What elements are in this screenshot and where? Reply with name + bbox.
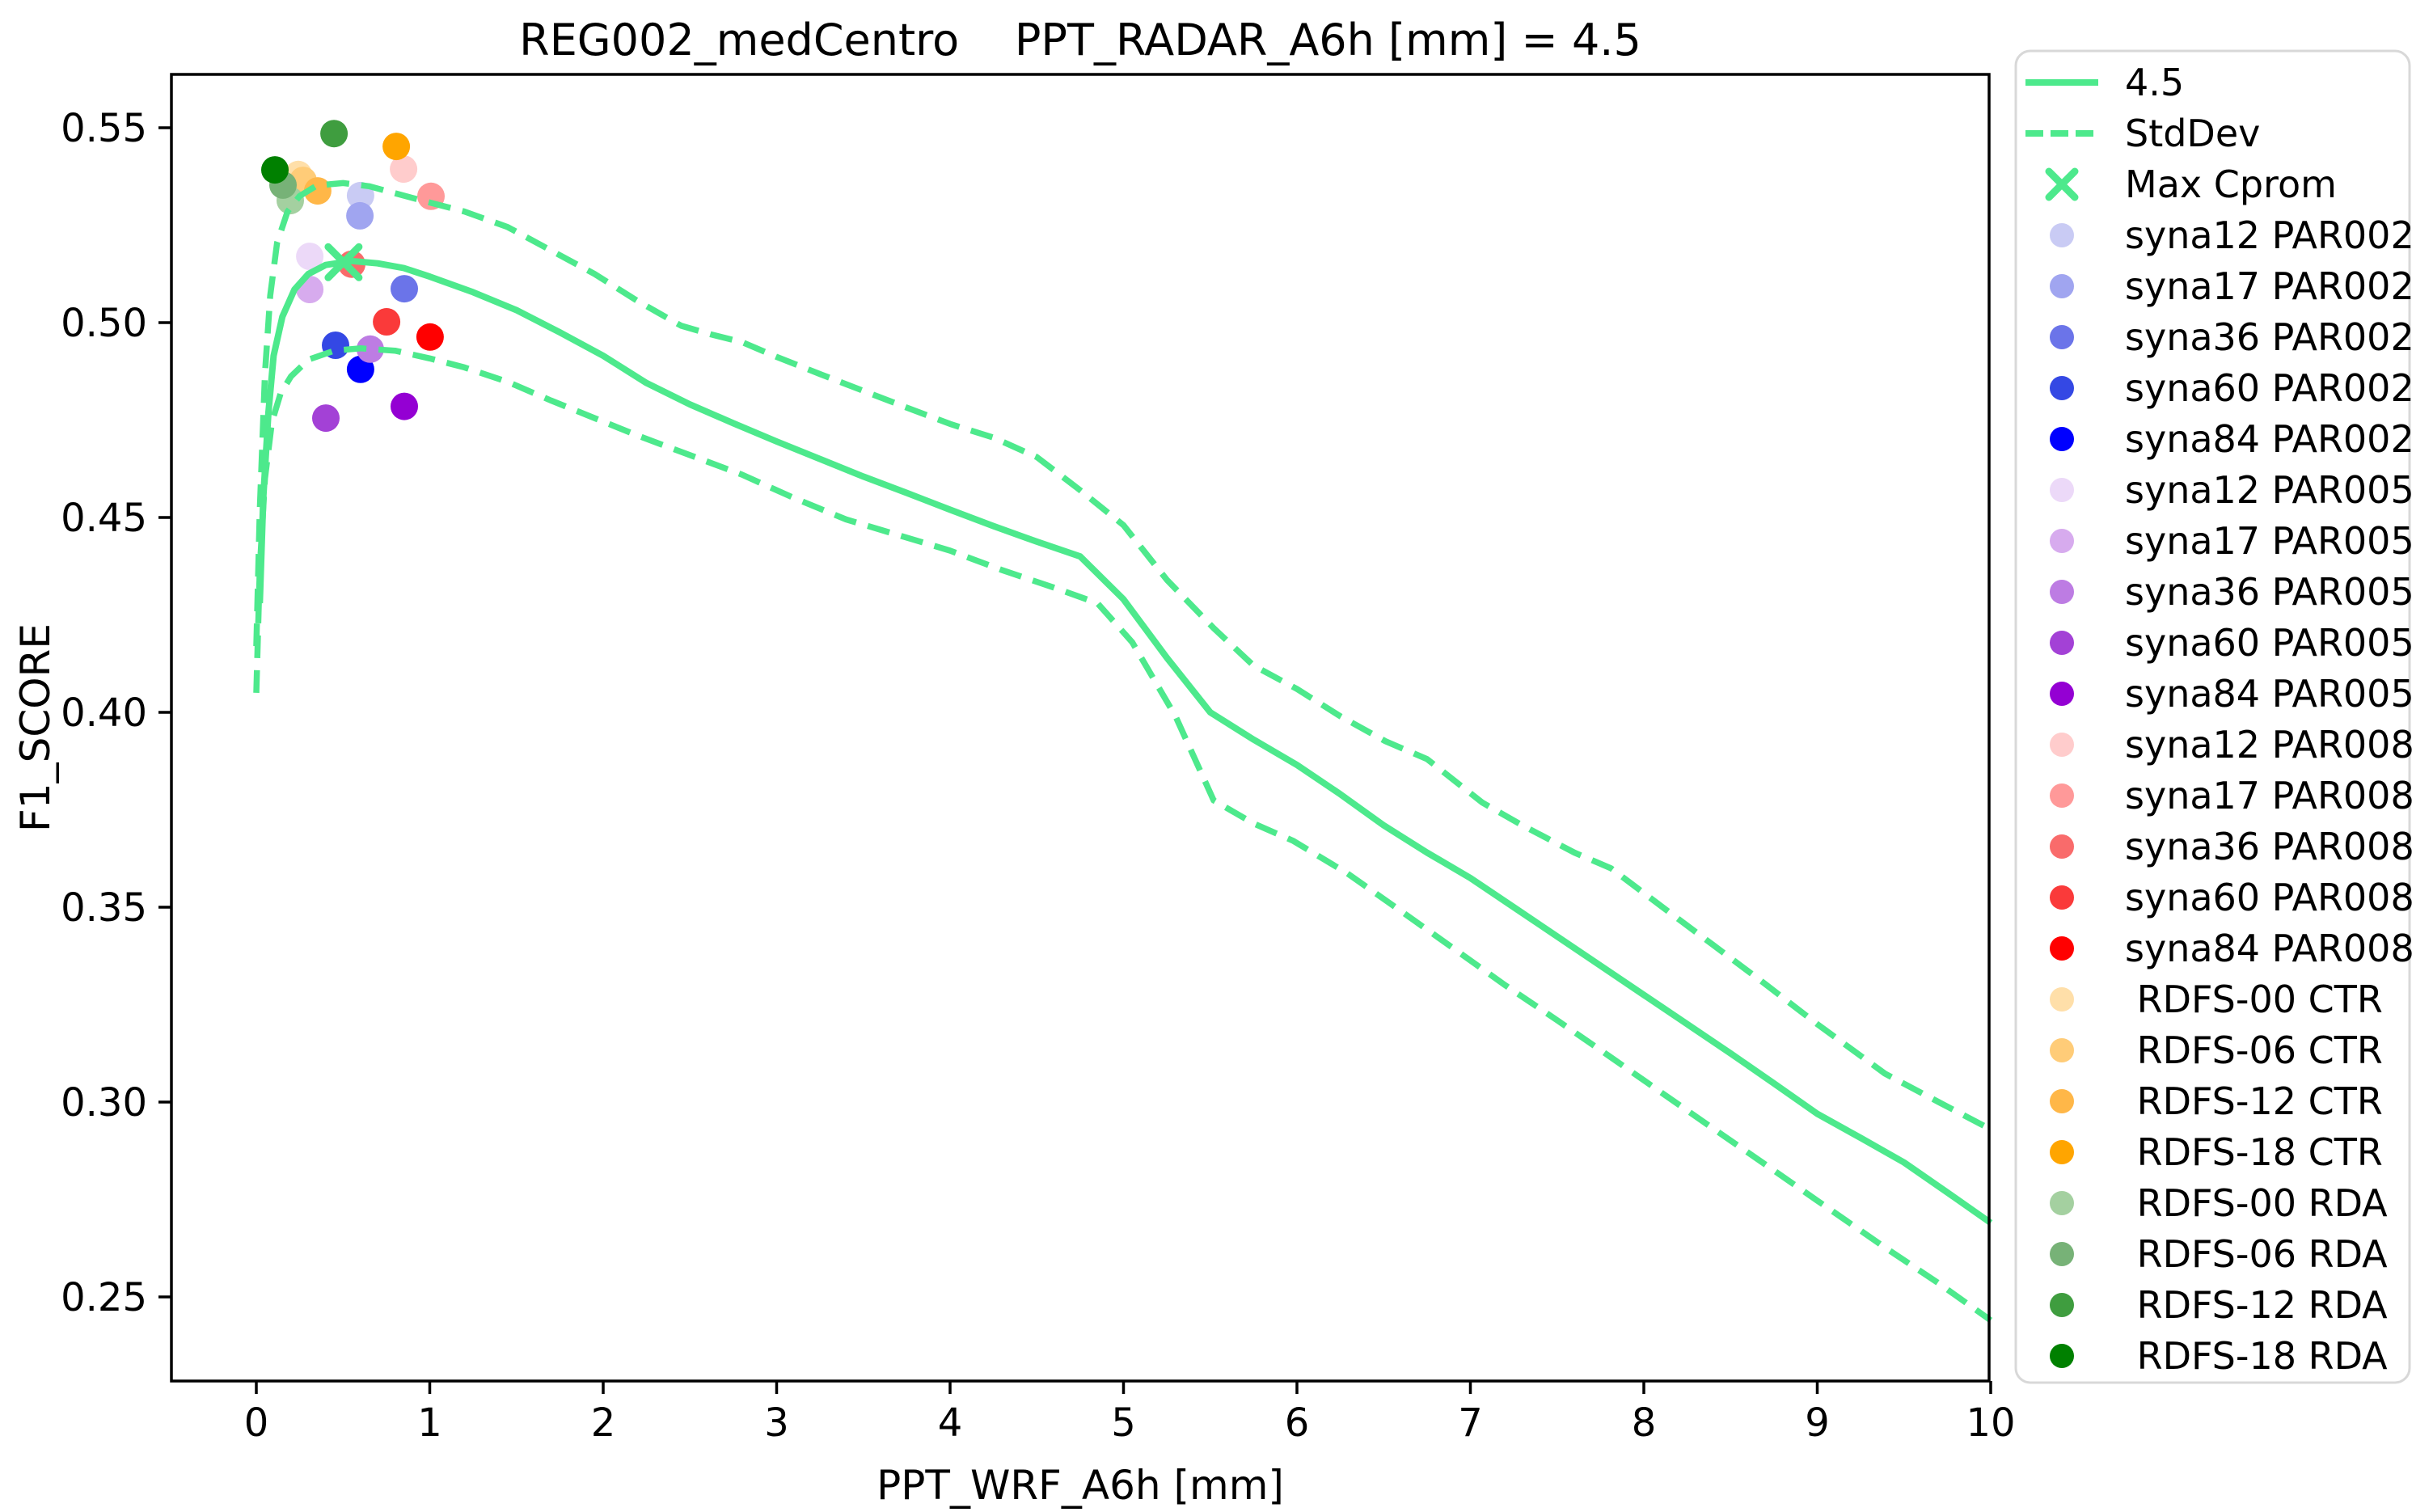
legend-label: RDFS-18 CTR	[2125, 1130, 2383, 1174]
legend-dot-marker	[2050, 529, 2074, 553]
legend-label: RDFS-12 RDA	[2125, 1283, 2388, 1327]
scatter-point-syna12-par008	[390, 155, 418, 184]
x-tick-label: 7	[1458, 1400, 1483, 1446]
plot-frame	[170, 73, 1991, 1383]
scatter-point-syna60-par008	[373, 308, 401, 336]
scatter-point-rdfs-12-rda	[320, 120, 348, 148]
legend-label: RDFS-18 RDA	[2125, 1334, 2388, 1378]
x-tick-label: 10	[1966, 1400, 2015, 1446]
x-tick-label: 0	[244, 1400, 269, 1446]
plot-area	[171, 74, 1989, 1381]
legend-dot-marker	[2050, 376, 2074, 400]
legend-label: syna36 PAR008	[2125, 825, 2414, 868]
legend-label: RDFS-06 RDA	[2125, 1232, 2388, 1276]
legend-label: syna84 PAR005	[2125, 672, 2414, 716]
x-tick-label: 4	[938, 1400, 963, 1446]
legend-label: syna17 PAR008	[2125, 774, 2414, 817]
y-tick-label: 0.45	[61, 496, 147, 541]
legend-dot-marker	[2050, 1344, 2074, 1368]
legend-dot-marker	[2050, 885, 2074, 910]
legend-dot-marker	[2050, 733, 2074, 757]
legend-label: syna17 PAR002	[2125, 264, 2414, 308]
legend-label: Max Cprom	[2125, 163, 2337, 206]
legend-dot-marker	[2050, 427, 2074, 451]
y-tick-label: 0.25	[61, 1275, 147, 1320]
y-tick-label: 0.35	[61, 885, 147, 931]
legend-label: syna12 PAR008	[2125, 723, 2414, 767]
legend-label: syna84 PAR002	[2125, 417, 2414, 461]
scatter-point-syna84-par008	[416, 323, 444, 351]
legend-dot-marker	[2050, 1089, 2074, 1113]
legend-label: RDFS-00 RDA	[2125, 1181, 2388, 1225]
legend-label: syna36 PAR005	[2125, 570, 2414, 614]
legend-label: syna36 PAR002	[2125, 315, 2414, 359]
y-tick-label: 0.55	[61, 106, 147, 151]
legend-label: StdDev	[2125, 112, 2260, 155]
legend-dot-marker	[2050, 325, 2074, 349]
legend-dot-marker	[2050, 1038, 2074, 1062]
legend-label: syna12 PAR002	[2125, 213, 2414, 257]
x-tick-label: 2	[591, 1400, 616, 1446]
x-tick-label: 9	[1805, 1400, 1830, 1446]
x-tick-label: 6	[1285, 1400, 1310, 1446]
x-tick-label: 8	[1632, 1400, 1657, 1446]
y-axis-label: F1_SCORE	[12, 623, 59, 832]
legend-dot-marker	[2050, 987, 2074, 1012]
legend-box	[2014, 49, 2411, 1384]
x-tick-label: 1	[417, 1400, 442, 1446]
legend-dot-marker	[2050, 1242, 2074, 1266]
scatter-point-syna36-par005	[356, 335, 384, 363]
legend-label: RDFS-06 CTR	[2125, 1028, 2383, 1072]
legend-dot-marker	[2050, 223, 2074, 247]
scatter-point-syna60-par005	[312, 404, 340, 433]
legend-label: syna60 PAR002	[2125, 366, 2414, 410]
mean-line	[256, 257, 1993, 1226]
y-tick-label: 0.40	[61, 691, 147, 736]
legend-dot-marker	[2050, 274, 2074, 298]
x-tick-label: 5	[1111, 1400, 1136, 1446]
legend-label: syna17 PAR005	[2125, 519, 2414, 563]
legend-dot-marker	[2050, 783, 2074, 808]
legend-label: 4.5	[2125, 61, 2184, 104]
legend-dot-marker	[2050, 936, 2074, 961]
legend-dot-marker	[2050, 631, 2074, 655]
scatter-point-syna12-par005	[296, 243, 324, 271]
legend-dot-marker	[2050, 834, 2074, 859]
legend-label: syna60 PAR008	[2125, 876, 2414, 919]
y-tick-label: 0.30	[61, 1080, 147, 1126]
std-lower-line	[253, 345, 1993, 1323]
legend-dot-marker	[2050, 1293, 2074, 1317]
legend-label: syna84 PAR008	[2125, 927, 2414, 970]
legend-label: RDFS-00 CTR	[2125, 978, 2383, 1021]
legend-dot-marker	[2050, 1191, 2074, 1215]
scatter-point-syna36-par002	[391, 275, 418, 303]
std-upper-line	[253, 179, 1992, 1133]
legend-dot-marker	[2050, 682, 2074, 706]
legend-label: syna60 PAR005	[2125, 621, 2414, 665]
legend-dot-marker	[2050, 478, 2074, 502]
legend-x-marker	[2045, 167, 2079, 201]
scatter-point-syna84-par005	[391, 392, 418, 420]
scatter-point-syna17-par002	[346, 201, 374, 230]
y-tick-label: 0.50	[61, 301, 147, 346]
legend-label: RDFS-12 CTR	[2125, 1079, 2383, 1123]
chart-title: REG002_medCentro PPT_RADAR_A6h [mm] = 4.…	[519, 15, 1641, 65]
legend-dot-marker	[2050, 580, 2074, 604]
scatter-point-rdfs-18-rda	[261, 156, 289, 184]
scatter-point-rdfs-12-ctr	[303, 177, 332, 205]
scatter-point-rdfs-18-ctr	[382, 133, 411, 161]
x-tick-label: 3	[764, 1400, 789, 1446]
legend-dot-marker	[2050, 1140, 2074, 1164]
legend-label: syna12 PAR005	[2125, 468, 2414, 512]
x-axis-label: PPT_WRF_A6h [mm]	[876, 1462, 1284, 1509]
